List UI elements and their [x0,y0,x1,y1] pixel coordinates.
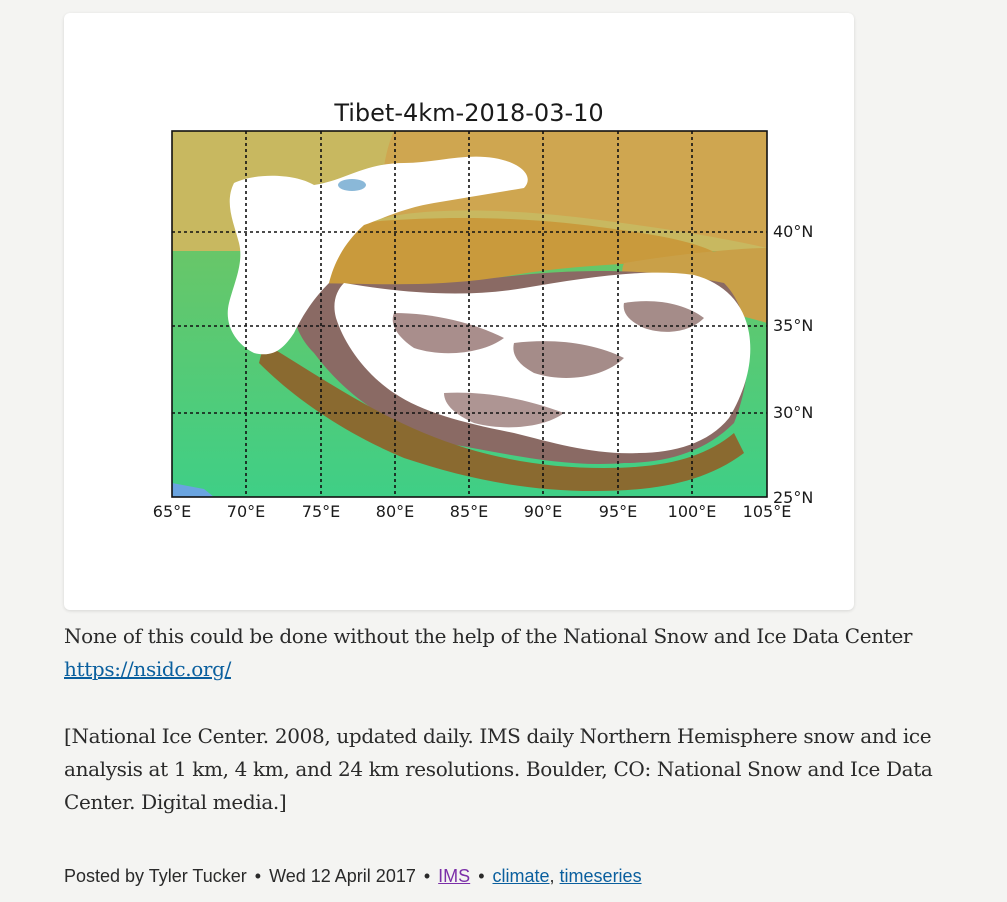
lat-tick-label: 35°N [773,316,813,335]
lat-tick-label: 30°N [773,403,813,422]
lon-tick-label: 100°E [668,502,717,521]
post-date: Wed 12 April 2017 [269,866,416,886]
meta-separator: • [478,866,485,886]
category-link-ims[interactable]: IMS [438,866,471,886]
author: Posted by Tyler Tucker [64,866,247,886]
tag-link-timeseries[interactable]: timeseries [559,866,642,886]
meta-separator: • [254,866,262,886]
acknowledgement-paragraph: None of this could be done without the h… [64,620,999,686]
lat-tick-label: 40°N [773,222,813,241]
meta-separator: • [423,866,431,886]
tag-separator: , [549,866,555,886]
figure-title: Tibet-4km-2018-03-10 [333,99,603,127]
lat-tick-label: 25°N [773,488,813,507]
lat-tick-labels: 40°N 35°N 30°N 25°N [773,222,813,507]
lon-tick-label: 90°E [524,502,562,521]
tag-link-climate[interactable]: climate [492,866,550,886]
lon-tick-label: 105°E [743,502,792,521]
graticule [172,131,767,497]
lon-tick-label: 85°E [450,502,488,521]
post-body: None of this could be done without the h… [64,620,999,819]
nsidc-link[interactable]: https://nsidc.org/ [64,657,231,681]
lon-tick-label: 75°E [302,502,340,521]
post-meta: Posted by Tyler Tucker • Wed 12 April 2017… [64,866,642,887]
citation-paragraph: [National Ice Center. 2008, updated dail… [64,724,933,814]
lon-tick-label: 65°E [153,502,191,521]
snow-map-figure: Tibet-4km-2018-03-10 [153,99,814,521]
lon-tick-label: 80°E [376,502,414,521]
figure-card: Tibet-4km-2018-03-10 [64,13,854,610]
lon-tick-label: 70°E [227,502,265,521]
acknowledgement-text: None of this could be done without the h… [64,624,913,648]
lon-tick-label: 95°E [599,502,637,521]
map-frame [171,130,768,498]
lon-tick-labels: 65°E 70°E 75°E 80°E 85°E 90°E 95°E 100°E… [153,502,792,521]
